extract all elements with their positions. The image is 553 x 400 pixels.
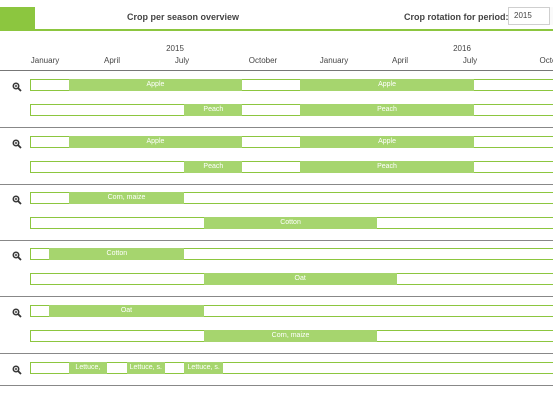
group-divider — [0, 385, 553, 386]
group-divider — [0, 353, 553, 354]
crop-row-track — [30, 104, 553, 116]
crop-bar[interactable]: Corn, maize — [68, 192, 185, 204]
crop-bar[interactable]: Apple — [300, 136, 474, 148]
crop-bar[interactable]: Peach — [300, 161, 474, 173]
magnifier-icon[interactable] — [12, 248, 22, 261]
crop-row-track — [30, 362, 553, 374]
header-accent-block — [0, 7, 35, 29]
period-select-arrow[interactable] — [549, 7, 553, 25]
year-label: 2015 — [166, 44, 184, 53]
month-label: April — [103, 56, 121, 65]
crop-bar[interactable]: Oat — [49, 305, 204, 317]
crop-bar[interactable]: Apple — [300, 79, 474, 91]
year-label: 2016 — [453, 44, 471, 53]
crop-bar[interactable]: Apple — [68, 136, 243, 148]
group-divider — [0, 296, 553, 297]
crop-bar[interactable]: Cotton — [49, 248, 185, 260]
crop-bar[interactable]: Peach — [184, 161, 243, 173]
period-select[interactable]: 2015 — [508, 7, 550, 25]
month-label: Octo — [539, 56, 553, 65]
group-divider — [0, 184, 553, 185]
month-label: July — [174, 56, 190, 65]
month-label: July — [462, 56, 478, 65]
crop-bar[interactable]: Cotton — [203, 217, 378, 229]
month-label: January — [319, 56, 349, 65]
magnifier-icon[interactable] — [12, 136, 22, 149]
period-label: Crop rotation for period: — [404, 12, 509, 22]
crop-row-track — [30, 161, 553, 173]
month-label: April — [391, 56, 409, 65]
group-divider — [0, 240, 553, 241]
crop-bar[interactable]: Lettuce, s. — [184, 362, 223, 374]
axis-divider — [0, 70, 553, 71]
header-bar: Crop per season overview Crop rotation f… — [0, 0, 553, 31]
month-label: October — [248, 56, 278, 65]
page-title: Crop per season overview — [127, 12, 240, 22]
magnifier-icon[interactable] — [12, 79, 22, 92]
magnifier-icon[interactable] — [12, 362, 22, 375]
crop-bar[interactable]: Oat — [203, 273, 397, 285]
crop-bar[interactable]: Lettuce, s. — [126, 362, 166, 374]
magnifier-icon[interactable] — [12, 192, 22, 205]
magnifier-icon[interactable] — [12, 305, 22, 318]
crop-bar[interactable]: Lettuce, — [68, 362, 108, 374]
crop-bar[interactable]: Corn, maize — [203, 330, 378, 342]
crop-bar[interactable]: Peach — [184, 104, 243, 116]
header-divider — [0, 29, 553, 31]
crop-bar[interactable]: Apple — [68, 79, 243, 91]
group-divider — [0, 127, 553, 128]
month-label: January — [30, 56, 60, 65]
crop-bar[interactable]: Peach — [300, 104, 474, 116]
